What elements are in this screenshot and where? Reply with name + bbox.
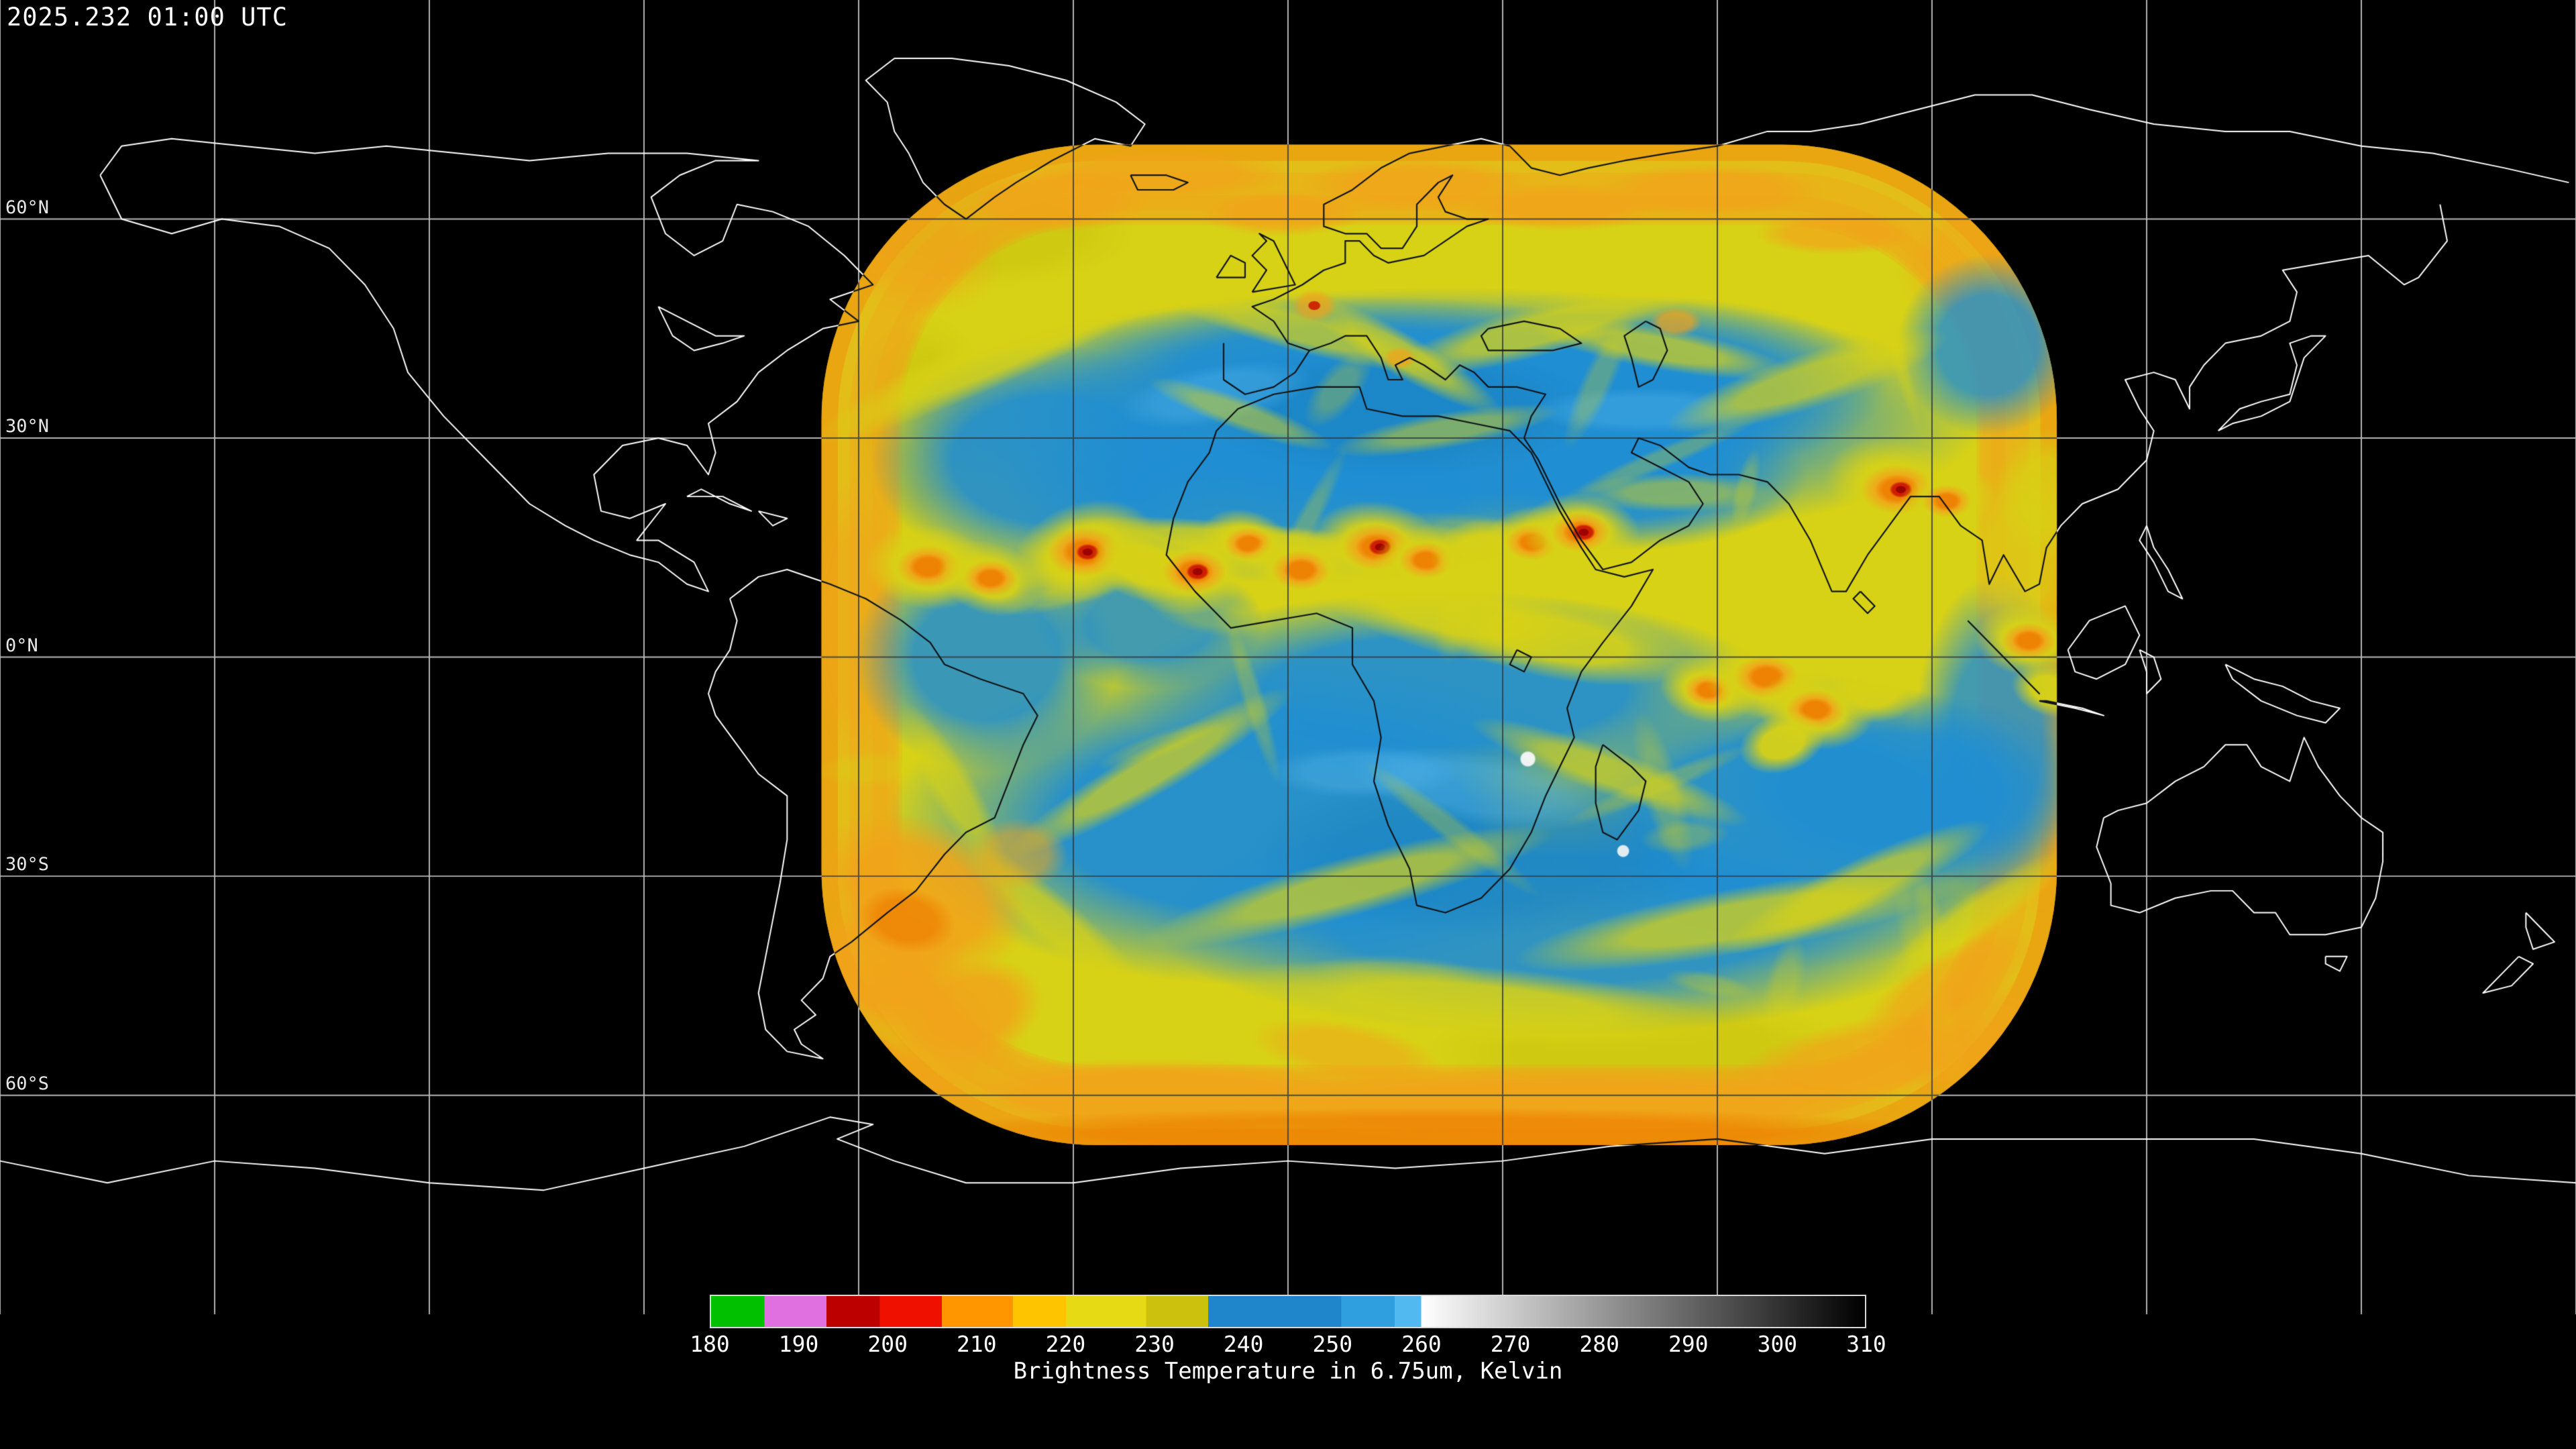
latitude-label: 60°S xyxy=(5,1073,50,1094)
colorbar-tick-labels: 180 190 200 210 220 230 240 250 260 270 280 290 300 3… xyxy=(690,1330,1886,1357)
colorbar-tick-label: 200 xyxy=(867,1331,908,1357)
colorbar-tick-label: 310 xyxy=(1846,1331,1886,1357)
colorbar-tick-label: 250 xyxy=(1312,1331,1353,1357)
colorbar-gradient xyxy=(710,1295,1866,1328)
latitude-label: 0°N xyxy=(5,635,38,656)
colorbar-tick-label: 190 xyxy=(778,1331,819,1357)
colorbar-tick-label: 210 xyxy=(957,1331,997,1357)
colorbar-tick-label: 260 xyxy=(1401,1331,1442,1357)
colorbar-tick-label: 280 xyxy=(1579,1331,1619,1357)
colorbar-tick-label: 240 xyxy=(1223,1331,1264,1357)
latitude-label: 30°N xyxy=(5,416,50,437)
timestamp: 2025.232 01:00 UTC xyxy=(7,3,288,32)
latitude-label: 30°S xyxy=(5,854,50,875)
colorbar-tick-label: 180 xyxy=(690,1331,730,1357)
colorbar: 180 190 200 210 220 230 240 250 260 270 280 290 300 3… xyxy=(690,1295,1886,1385)
latitude-label: 60°N xyxy=(5,197,50,218)
colorbar-tick-label: 290 xyxy=(1668,1331,1709,1357)
colorbar-tick-label: 230 xyxy=(1134,1331,1175,1357)
colorbar-title: Brightness Temperature in 6.75um, Kelvin xyxy=(1013,1358,1563,1385)
colorbar-tick-label: 270 xyxy=(1490,1331,1531,1357)
colorbar-tick-label: 300 xyxy=(1757,1331,1798,1357)
colorbar-tick-label: 220 xyxy=(1045,1331,1086,1357)
